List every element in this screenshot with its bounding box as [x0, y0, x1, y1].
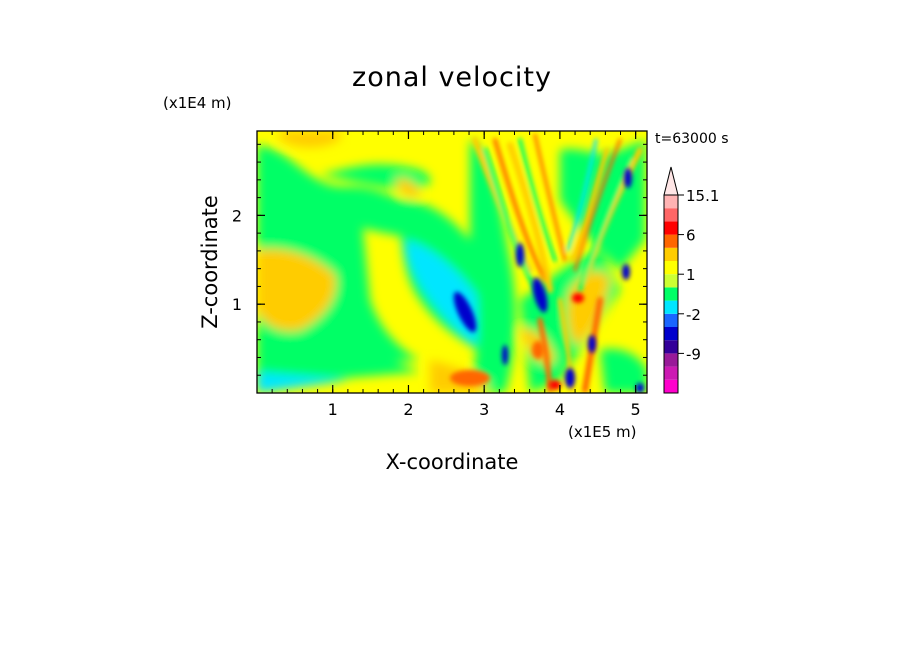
y-unit-label: (x1E4 m)	[163, 94, 232, 112]
colorbar-arrow	[663, 166, 679, 196]
colorbar-frame	[663, 194, 679, 394]
time-label: t=63000 s	[655, 131, 729, 147]
colorbar: 15.1 6 1 -2 -9	[663, 166, 719, 394]
colorbar-label: -9	[686, 345, 701, 363]
colorbar-box	[664, 313, 678, 327]
y-tick-label: 2	[232, 206, 242, 225]
x-tick-label: 5	[631, 400, 641, 419]
colorbar-box	[664, 221, 678, 235]
colorbar-box	[664, 366, 678, 380]
contour-field	[257, 131, 647, 393]
x-tick-label: 1	[328, 400, 338, 419]
chart-title: zonal velocity	[352, 62, 552, 93]
colorbar-label: 1	[686, 266, 696, 284]
x-axis-ticks: 1 2 3 4 5	[271, 131, 641, 419]
colorbar-box	[664, 340, 678, 354]
colorbar-box	[664, 327, 678, 341]
colorbar-label: -2	[686, 306, 701, 324]
x-tick-label: 2	[403, 400, 413, 419]
colorbar-box	[664, 300, 678, 314]
colorbar-box	[664, 247, 678, 261]
x-unit-label: (x1E5 m)	[568, 423, 637, 441]
colorbar-box	[664, 274, 678, 288]
colorbar-box	[664, 353, 678, 367]
y-axis-label: Z-coordinate	[198, 195, 222, 329]
colorbar-box	[664, 379, 678, 393]
colorbar-box	[664, 261, 678, 275]
y-tick-label: 1	[232, 295, 242, 314]
colorbar-box	[664, 208, 678, 222]
x-tick-label: 4	[555, 400, 565, 419]
colorbar-box	[664, 287, 678, 301]
colorbar-label: 15.1	[686, 187, 719, 205]
plot-frame	[256, 130, 648, 394]
x-tick-label: 3	[479, 400, 489, 419]
colorbar-box	[664, 234, 678, 248]
y-axis-ticks: 12	[232, 143, 647, 376]
x-axis-label: X-coordinate	[386, 450, 519, 474]
colorbar-box	[664, 195, 678, 209]
colorbar-label: 6	[686, 227, 696, 245]
